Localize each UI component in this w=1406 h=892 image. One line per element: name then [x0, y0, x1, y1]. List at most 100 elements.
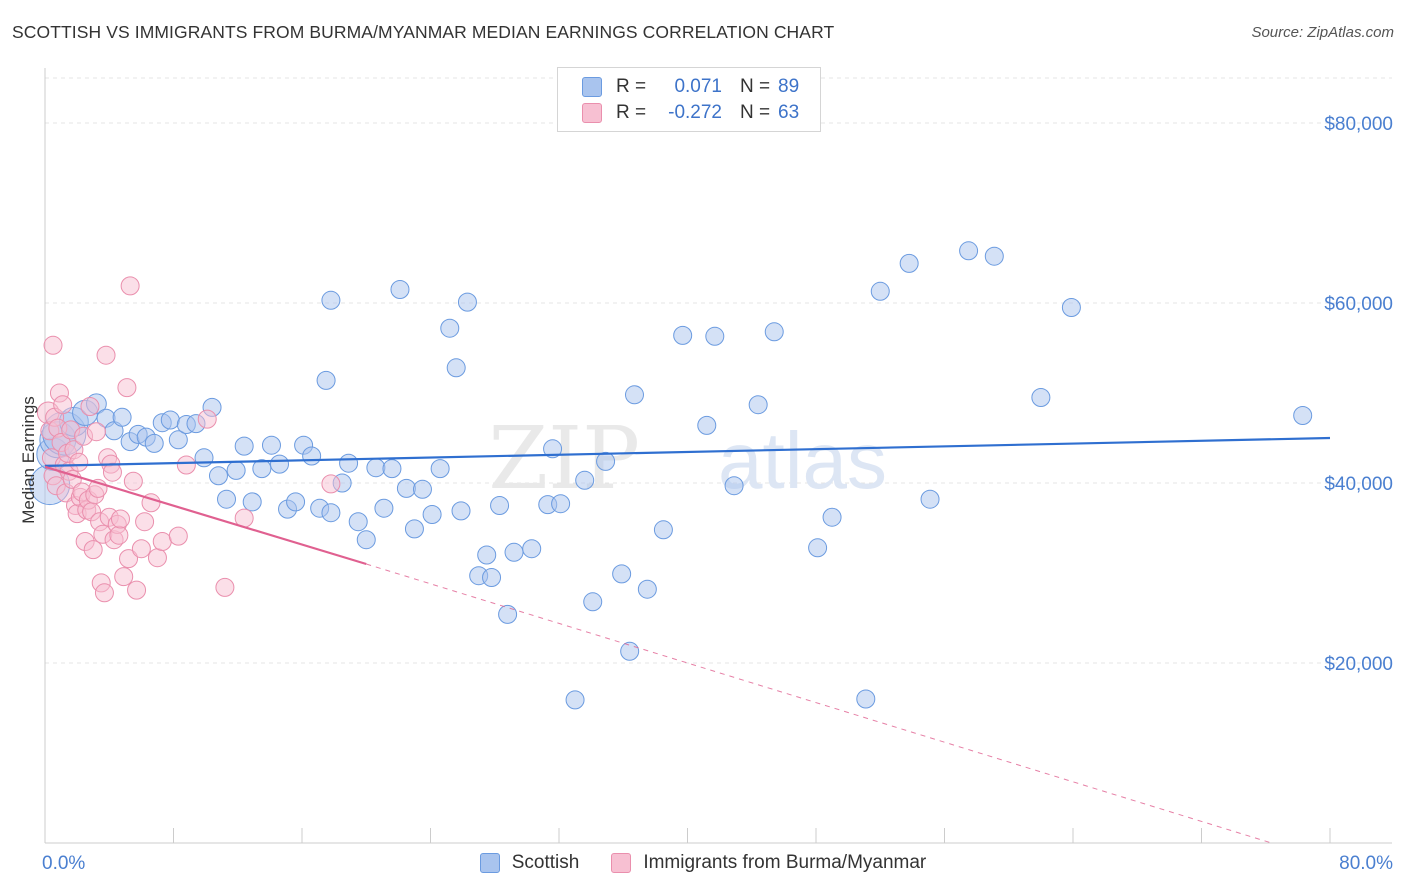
scottish-point	[984, 246, 1004, 266]
burma-point	[321, 474, 341, 494]
scottish-point	[348, 512, 368, 532]
scottish-point	[1031, 388, 1051, 407]
scottish-point	[234, 436, 254, 456]
scottish-point	[522, 539, 542, 559]
scottish-point	[504, 542, 524, 562]
scottish-point	[498, 604, 518, 624]
trend-lines	[44, 436, 1331, 844]
legend-n-label: N =	[740, 76, 771, 97]
scottish-point	[899, 253, 919, 273]
burma-point	[176, 455, 196, 475]
y-axis-label: Median Earnings	[19, 396, 38, 524]
y-tick-label: $40,000	[1324, 474, 1393, 495]
scottish-point	[808, 538, 828, 558]
burma-point	[94, 583, 114, 603]
scottish-point	[565, 690, 585, 710]
scottish-point	[477, 545, 497, 565]
scottish-points	[29, 241, 1313, 710]
burma-point	[197, 409, 217, 429]
legend-r-value: -0.272	[668, 102, 722, 123]
burma-point	[69, 452, 89, 472]
x-edge-label-right: 80.0%	[1339, 853, 1393, 874]
burma-point	[110, 509, 130, 529]
burma-point	[62, 469, 82, 489]
legend-n-value: 63	[778, 102, 800, 123]
burma-point	[131, 539, 151, 559]
scottish-point	[321, 503, 341, 523]
burma-points	[36, 276, 341, 603]
scottish-point	[270, 454, 290, 474]
scottish-point	[321, 290, 341, 310]
scottish-point	[673, 325, 693, 345]
axis-labels: $20,000 $40,000 $60,000 $80,000 0.0% 80.0% Med…	[19, 114, 1393, 874]
scottish-point	[870, 281, 890, 301]
scottish-point	[822, 507, 842, 527]
scottish-point	[543, 439, 563, 459]
scottish-point	[316, 370, 336, 390]
burma-point	[215, 577, 235, 597]
burma-point	[86, 422, 106, 442]
burma-point	[168, 526, 188, 546]
scottish-point	[551, 494, 571, 514]
legend-swatch-scottish	[582, 77, 602, 97]
legend-n-value: 89	[778, 76, 800, 97]
legend-r-label: R =	[616, 76, 647, 97]
scottish-point	[1293, 406, 1313, 425]
scottish-point	[920, 489, 940, 509]
burma-point	[96, 345, 116, 365]
scottish-point	[446, 358, 466, 378]
burma-point	[135, 512, 155, 532]
scottish-point	[705, 326, 725, 346]
burma-point	[43, 335, 63, 355]
scottish-point	[637, 579, 657, 599]
chart-title: SCOTTISH VS IMMIGRANTS FROM BURMA/MYANMA…	[12, 22, 835, 42]
burma-point	[83, 540, 103, 560]
burma-point	[102, 462, 122, 482]
scottish-point	[490, 496, 510, 515]
burma-point	[120, 276, 140, 296]
scottish-point	[356, 530, 376, 550]
scottish-point	[144, 433, 164, 453]
scottish-point	[697, 415, 717, 435]
watermark-atlas: atlas	[718, 416, 887, 505]
scottish-point	[451, 501, 471, 521]
scottish-point	[422, 505, 442, 524]
y-tick-label: $60,000	[1324, 294, 1393, 315]
scottish-point	[653, 520, 673, 540]
scottish-point	[596, 451, 616, 471]
scottish-point	[430, 459, 450, 479]
burma-point	[109, 525, 129, 545]
legend: R = 0.071 N = 89 R = -0.272 N = 63	[557, 67, 821, 132]
gridlines	[45, 77, 1392, 664]
burma-point	[123, 471, 143, 491]
scottish-point	[390, 280, 410, 299]
y-tick-label: $80,000	[1324, 114, 1393, 135]
scottish-point	[286, 492, 306, 512]
scottish-point	[302, 446, 322, 466]
burma-point	[119, 549, 139, 569]
scottish-point	[612, 564, 632, 584]
burma-point	[147, 548, 167, 568]
burma-point	[80, 397, 100, 416]
scottish-point	[764, 322, 784, 342]
scottish-point	[1061, 298, 1081, 317]
scottish-point	[856, 689, 876, 709]
scottish-point	[374, 498, 394, 518]
bottom-legend-swatch-burma	[611, 853, 632, 873]
scottish-point	[339, 453, 359, 473]
scottish-point	[242, 492, 262, 512]
scottish-point	[194, 448, 214, 468]
scottish-point	[748, 395, 768, 415]
scottish-point	[482, 568, 502, 587]
legend-r-value: 0.071	[674, 76, 722, 97]
scottish-point	[412, 479, 432, 499]
source-label: Source: ZipAtlas.com	[1251, 24, 1394, 41]
scottish-point	[620, 641, 640, 661]
scottish-point	[160, 410, 180, 430]
burma-point	[152, 532, 172, 551]
burma-point	[53, 395, 73, 415]
scottish-point	[226, 460, 246, 480]
bottom-legend-scottish: Scottish	[479, 852, 579, 874]
scottish-point	[575, 470, 595, 490]
